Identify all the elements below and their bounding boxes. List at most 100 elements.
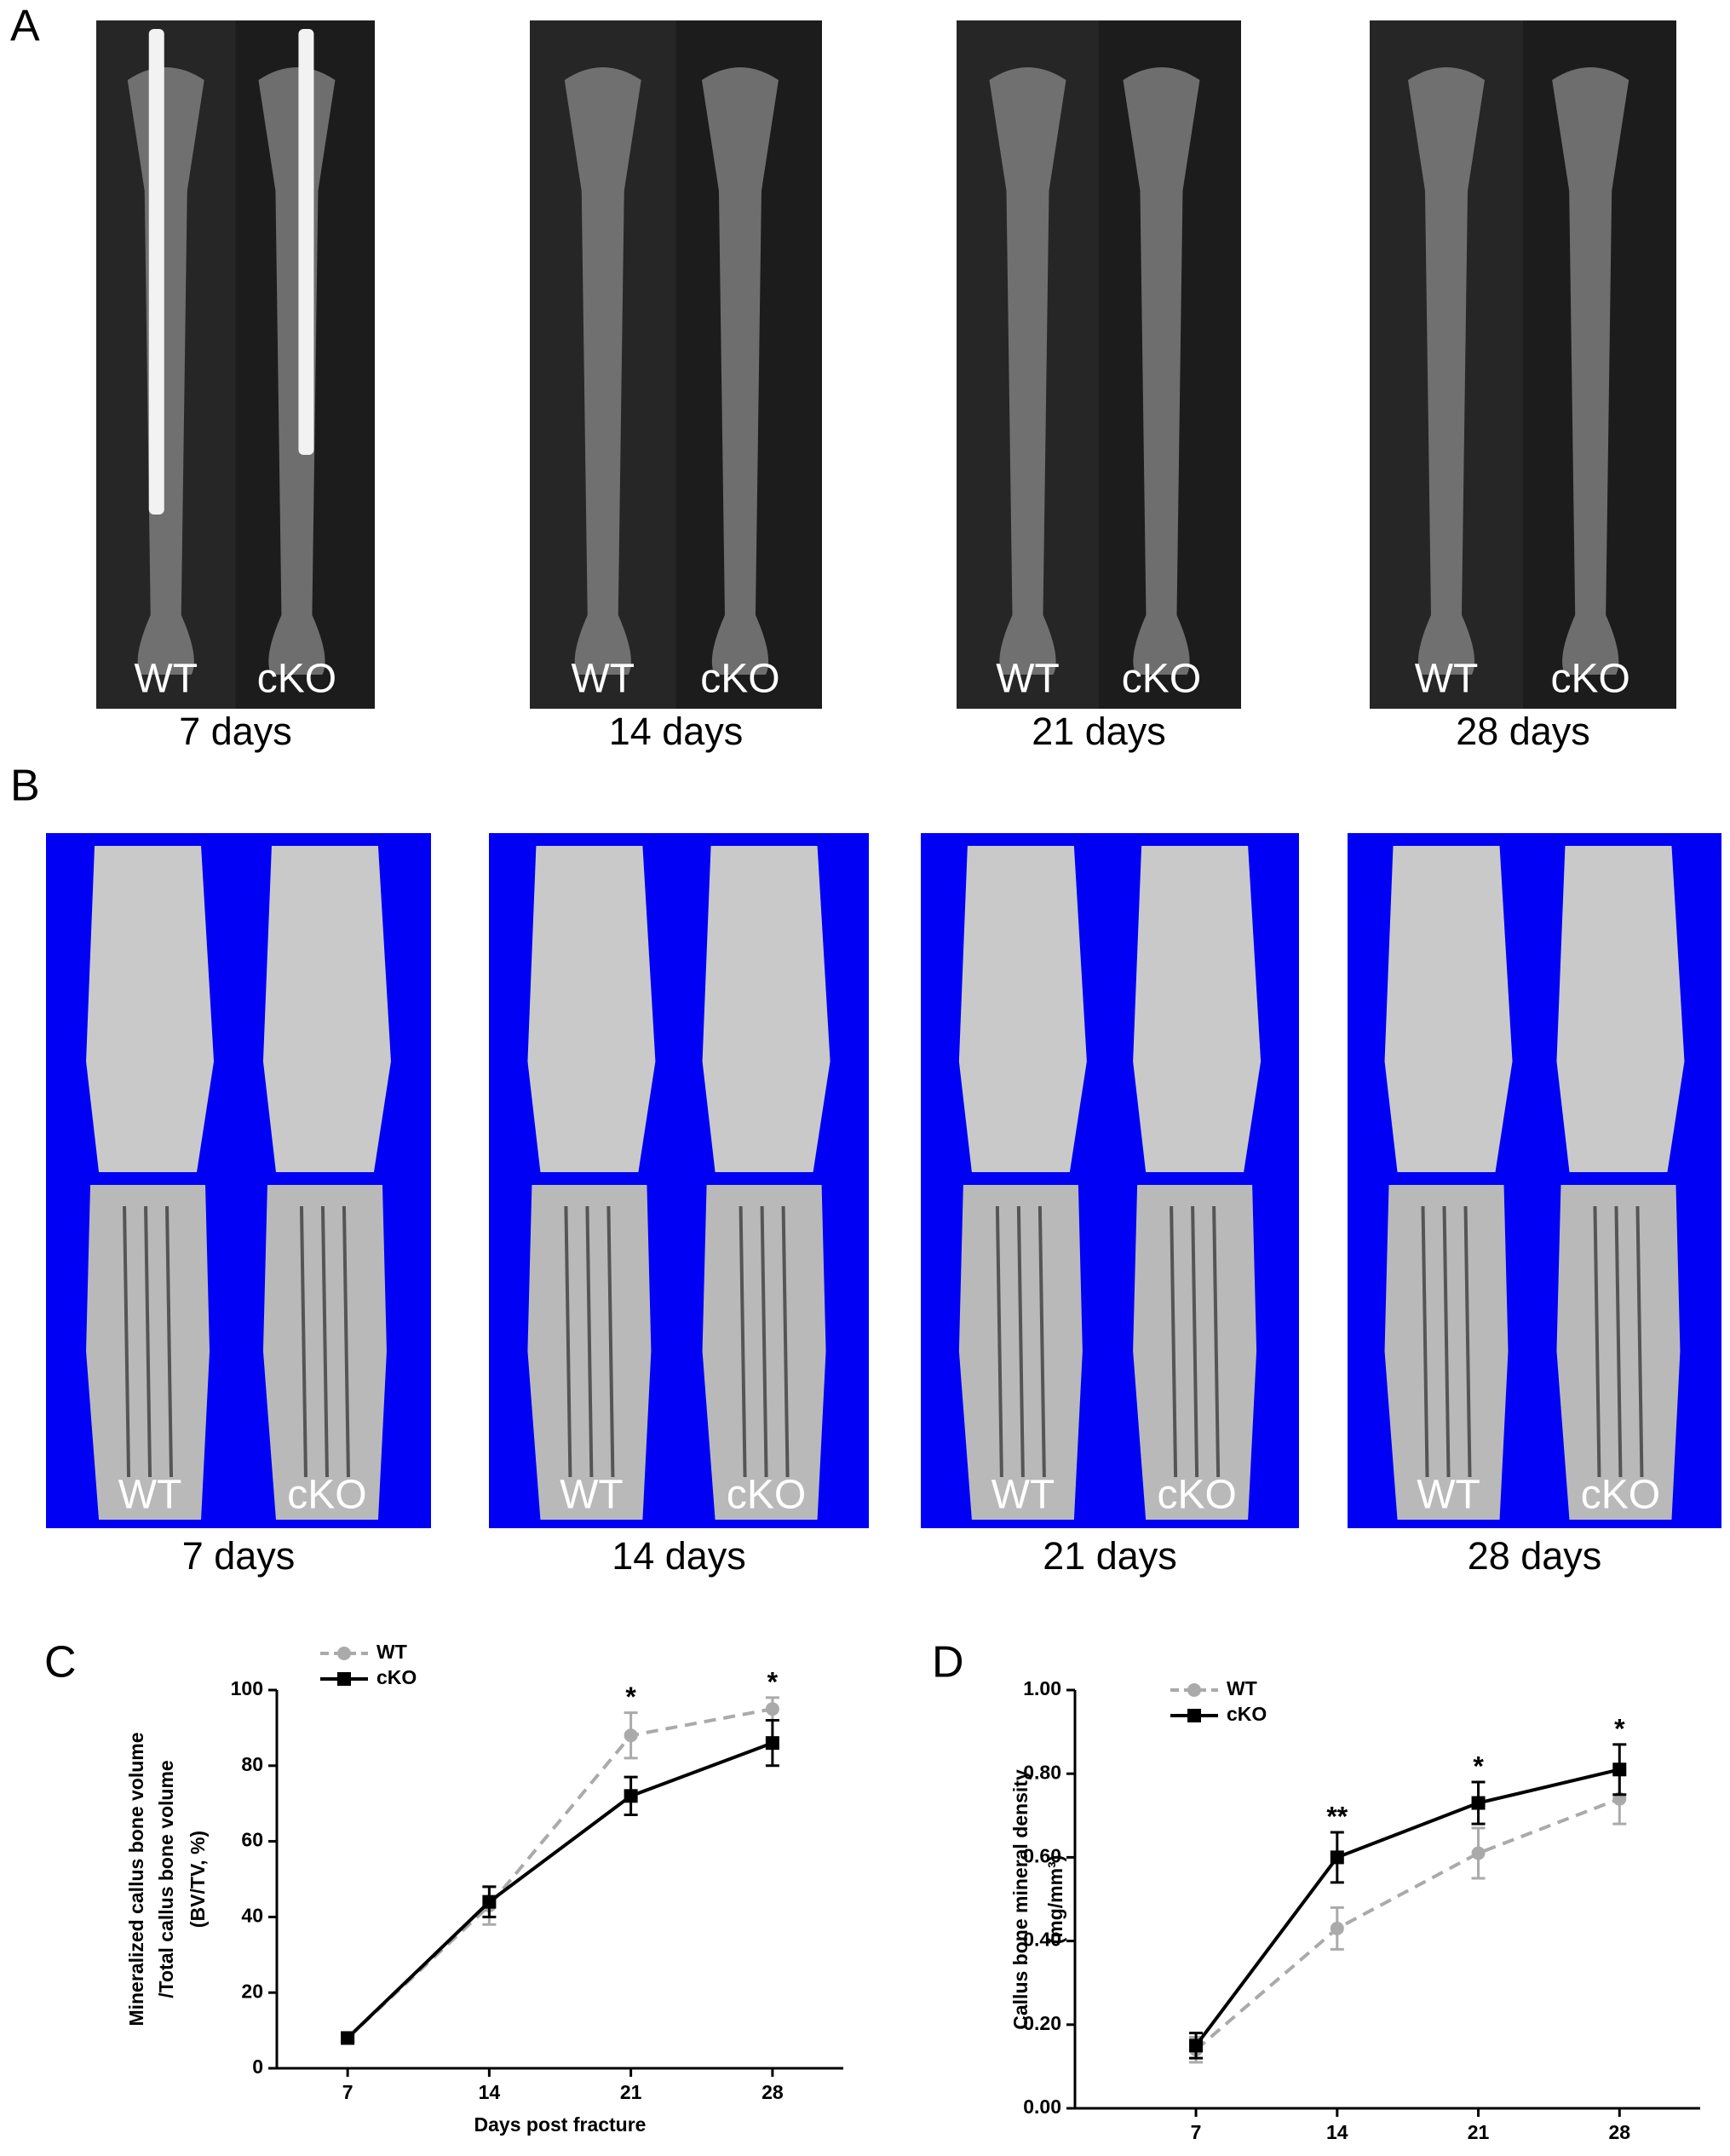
timepoint-label: 28 days (1468, 1534, 1602, 1578)
timepoint-label: 21 days (1043, 1534, 1177, 1578)
bone-texture (564, 1205, 572, 1478)
bone-render (1556, 846, 1685, 1172)
x-axis-label: Days post fracture (474, 2113, 647, 2136)
bone-texture (1614, 1205, 1623, 1478)
y-tick-label: 0.40 (1023, 1929, 1061, 1951)
group-label: WT (1417, 1473, 1480, 1518)
bone-texture (123, 1205, 131, 1478)
bone-texture (1191, 1205, 1199, 1478)
marker (624, 1728, 638, 1743)
marker (1471, 1846, 1486, 1860)
legend-label: cKO (1227, 1703, 1267, 1725)
group-label: cKO (1551, 657, 1630, 702)
y-tick-label: 60 (241, 1829, 263, 1851)
bone-texture (342, 1205, 350, 1478)
timepoint-label: 21 days (1032, 710, 1166, 753)
pin (148, 29, 164, 515)
panel-letter: A (10, 2, 40, 51)
group-label: WT (118, 1473, 182, 1518)
legend-label: cKO (376, 1666, 417, 1688)
panel-letter: C (44, 1638, 77, 1687)
x-axis-label: Days post fracture (1302, 2153, 1474, 2156)
y-axis-label: Mineralized callus bone volume (125, 1732, 147, 2026)
bone-texture (760, 1205, 768, 1478)
x-tick-label: 21 (620, 2081, 642, 2103)
bone (1408, 67, 1485, 675)
y-axis-label: Callus bone mineral density (1009, 1769, 1032, 2030)
bone (258, 67, 336, 675)
y-tick-label: 0.00 (1023, 2096, 1061, 2118)
bone-texture (165, 1205, 174, 1478)
y-tick-label: 100 (231, 1677, 263, 1699)
bone-texture (585, 1205, 594, 1478)
bone-render (1133, 846, 1262, 1172)
significance: * (767, 1666, 779, 1697)
bone (127, 67, 204, 675)
x-tick-label: 14 (479, 2081, 501, 2103)
significance: ** (1326, 1801, 1348, 1831)
bone-texture (781, 1205, 790, 1478)
marker (765, 1702, 779, 1716)
group-label: cKO (1581, 1473, 1660, 1518)
group-label: cKO (1157, 1473, 1236, 1518)
group-label: WT (571, 657, 635, 702)
panel-letter: B (10, 762, 40, 811)
legend-marker (1187, 1709, 1201, 1722)
bone-texture (1593, 1205, 1601, 1478)
group-label: WT (996, 657, 1060, 702)
x-tick-label: 28 (1608, 2121, 1630, 2143)
series-line (1194, 1797, 1621, 2051)
legend-marker (1187, 1683, 1201, 1697)
bone-texture (144, 1205, 152, 1478)
bone-render (958, 846, 1087, 1172)
y-axis-label: (mg/mm³) (1044, 1855, 1066, 1945)
group-label: WT (1415, 657, 1479, 702)
pin (298, 29, 314, 455)
y-axis-label: /Total callus bone volume (155, 1760, 177, 1998)
bone-texture (995, 1205, 1003, 1478)
marker (482, 1894, 497, 1909)
bone-texture (1037, 1205, 1046, 1478)
legend-marker (337, 1647, 351, 1660)
bone-texture (1421, 1205, 1429, 1478)
bone (564, 67, 641, 675)
y-tick-label: 40 (241, 1904, 263, 1926)
group-label: WT (134, 657, 198, 702)
y-tick-label: 20 (241, 1980, 263, 2002)
x-tick-label: 28 (762, 2081, 784, 2103)
marker (1612, 1762, 1627, 1777)
significance: * (1473, 1751, 1484, 1781)
legend-label: WT (376, 1641, 407, 1663)
y-tick-label: 1.00 (1023, 1677, 1061, 1699)
x-tick-label: 14 (1326, 2121, 1348, 2143)
marker (341, 2031, 355, 2045)
series-line (346, 1741, 773, 2039)
group-label: WT (560, 1473, 624, 1518)
bone-texture (1442, 1205, 1451, 1478)
bone-render (527, 846, 656, 1172)
timepoint-label: 28 days (1456, 710, 1590, 753)
timepoint-label: 14 days (612, 1534, 746, 1578)
marker (765, 1736, 779, 1751)
series-line (1194, 1768, 1620, 2047)
bone (1552, 67, 1629, 675)
x-tick-label: 7 (342, 2081, 353, 2103)
bone-texture (299, 1205, 307, 1478)
series-line (346, 1707, 773, 2039)
y-axis-label: (BV/TV, %) (187, 1831, 209, 1928)
timepoint-label: 7 days (182, 1534, 296, 1578)
y-tick-label: 0 (252, 2055, 263, 2078)
bone (1123, 67, 1200, 675)
bone-render (1384, 846, 1513, 1172)
timepoint-label: 14 days (609, 710, 744, 753)
x-tick-label: 21 (1468, 2121, 1490, 2143)
bone-texture (1170, 1205, 1178, 1478)
bone-texture (606, 1205, 615, 1478)
group-label: cKO (257, 657, 336, 702)
bone-render (86, 846, 215, 1172)
significance: * (1614, 1713, 1625, 1744)
group-label: WT (991, 1473, 1055, 1518)
group-label: cKO (700, 657, 779, 702)
timepoint-label: 7 days (179, 710, 292, 753)
